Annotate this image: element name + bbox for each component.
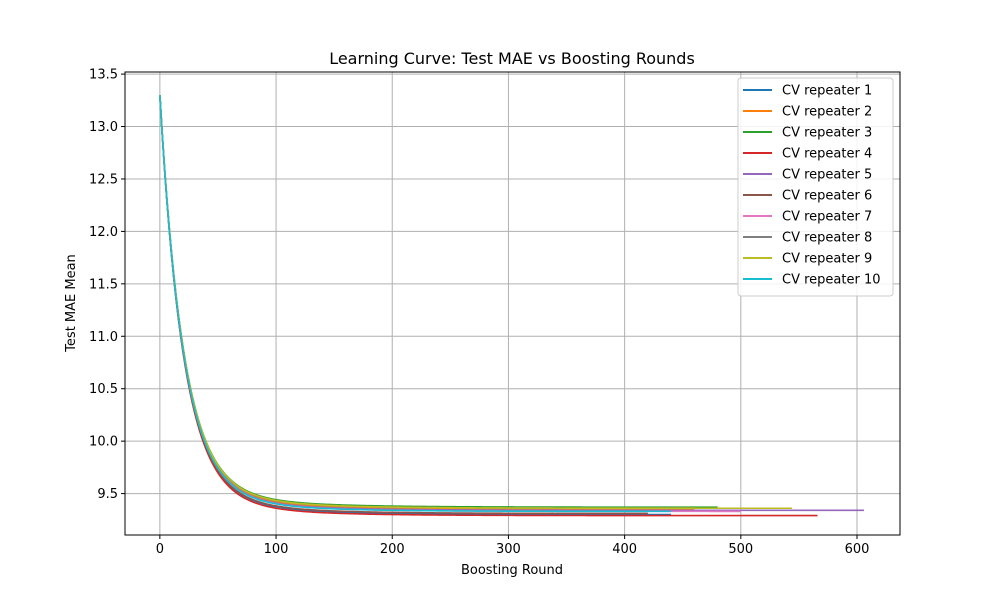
- y-tick-label: 13.0: [89, 120, 118, 135]
- y-tick-label: 13.5: [89, 68, 118, 83]
- x-tick-label: 500: [728, 542, 753, 557]
- legend-label-9: CV repeater 9: [782, 252, 872, 267]
- y-tick-label: 11.5: [89, 277, 118, 292]
- x-axis-label: Boosting Round: [461, 563, 563, 578]
- legend-label-6: CV repeater 6: [782, 189, 872, 204]
- x-tick-label: 200: [380, 542, 405, 557]
- series-line-9: [159, 95, 792, 510]
- y-tick-label: 10.0: [89, 435, 118, 450]
- legend: CV repeater 1 CV repeater 2 CV repeater 3 C…: [737, 77, 894, 297]
- series-lines: [159, 95, 864, 517]
- legend-label-3: CV repeater 3: [782, 126, 872, 141]
- y-tick-label: 11.0: [89, 330, 118, 345]
- y-tick-label: 10.5: [89, 382, 118, 397]
- y-tick-label: 12.0: [89, 225, 118, 240]
- y-tick-label: 9.5: [97, 487, 118, 502]
- y-tick-label: 12.5: [89, 172, 118, 187]
- legend-label-1: CV repeater 1: [782, 84, 872, 99]
- axis-ticks: 0 100 200 300 400 500 600 9.5 10.0 10.5 11.0 11.5 12…: [89, 68, 869, 557]
- legend-label-10: CV repeater 10: [782, 273, 881, 288]
- legend-label-7: CV repeater 7: [782, 210, 872, 225]
- legend-label-2: CV repeater 2: [782, 105, 872, 120]
- y-axis-label: Test MAE Mean: [64, 254, 79, 353]
- x-tick-label: 100: [264, 542, 289, 557]
- series-line-4: [159, 95, 818, 517]
- legend-label-4: CV repeater 4: [782, 147, 872, 162]
- legend-label-8: CV repeater 8: [782, 231, 872, 246]
- x-tick-label: 300: [496, 542, 521, 557]
- chart-title: Learning Curve: Test MAE vs Boosting Rou…: [329, 49, 695, 68]
- series-line-10: [159, 95, 672, 513]
- plot-frame: [124, 71, 901, 536]
- x-tick-label: 600: [845, 542, 870, 557]
- x-tick-label: 0: [156, 542, 164, 557]
- legend-box: [737, 77, 894, 297]
- series-line-6: [159, 95, 648, 515]
- x-tick-label: 400: [612, 542, 637, 557]
- series-line-2: [159, 95, 695, 511]
- legend-label-5: CV repeater 5: [782, 168, 872, 183]
